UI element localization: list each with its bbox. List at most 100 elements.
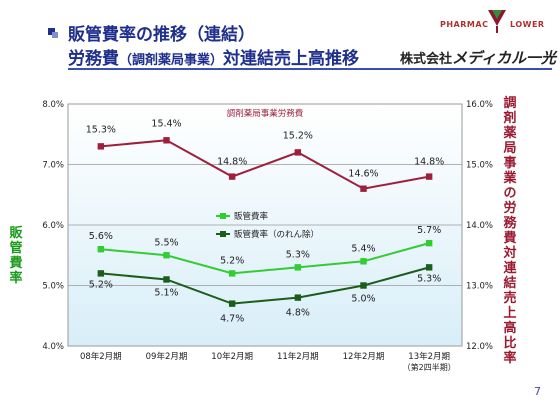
right-axis-label-char: の xyxy=(503,186,517,201)
legend-swatch-marker xyxy=(220,231,226,237)
right-tick-label: 12.0% xyxy=(466,342,493,352)
right-tick-label: 16.0% xyxy=(466,100,493,110)
company-name: 株式会社メディカル一光 xyxy=(400,47,556,68)
data-point xyxy=(228,270,236,277)
right-tick-label: 14.0% xyxy=(466,221,493,231)
data-point xyxy=(97,246,105,253)
left-tick-label: 6.0% xyxy=(42,221,64,231)
left-tick-label: 8.0% xyxy=(42,100,64,110)
data-point xyxy=(360,282,367,289)
title-underline xyxy=(68,68,552,70)
subtitle-part-small: （調剤薬局事業） xyxy=(119,53,224,68)
data-label: 5.3% xyxy=(417,273,441,284)
right-axis-label-char: 業 xyxy=(503,171,517,186)
x-tick-label: 10年2月期 xyxy=(211,351,253,362)
left-axis-label-char: 管 xyxy=(9,241,23,256)
left-axis-label: 販管費率 xyxy=(8,226,24,286)
x-tick-label: 12年2月期 xyxy=(343,351,385,362)
right-axis-label-char: 対 xyxy=(503,246,517,261)
right-axis-label-char: 売 xyxy=(503,291,517,306)
data-label: 4.8% xyxy=(286,308,310,319)
right-axis-label-char: 局 xyxy=(503,141,517,156)
x-tick-label: 09年2月期 xyxy=(146,351,188,362)
right-axis-label-char: 労 xyxy=(503,201,517,216)
slide-title: 販管費率の推移（連結） xyxy=(68,25,255,45)
company-brand: メディカル一光 xyxy=(452,49,556,67)
left-tick-label: 7.0% xyxy=(42,161,64,171)
legend-swatch-marker xyxy=(220,213,226,219)
data-label: 5.2% xyxy=(220,255,244,266)
right-axis-label-char: 連 xyxy=(503,261,517,276)
data-point xyxy=(360,258,367,265)
data-point xyxy=(228,300,236,307)
x-tick-label: 13年2月期 xyxy=(408,351,450,362)
data-label: 5.2% xyxy=(89,279,113,290)
data-label: 5.0% xyxy=(351,294,375,305)
legend-label: 販管費率 xyxy=(234,211,269,222)
right-axis-label-char: 事 xyxy=(503,156,517,171)
series-line xyxy=(100,242,430,275)
legend-label: 販管費率（のれん除） xyxy=(234,229,319,240)
x-tick-label: 11年2月期 xyxy=(277,351,319,362)
right-axis-label-char: 費 xyxy=(503,231,517,246)
slide-subtitle: 労務費（調剤薬局事業）対連結売上高推移 xyxy=(68,44,359,69)
data-label: 15.4% xyxy=(151,118,181,129)
data-label: 15.3% xyxy=(86,124,116,135)
data-point xyxy=(294,264,302,271)
data-label: 5.7% xyxy=(417,225,441,236)
legend-label: 調剤薬局事業労務費 xyxy=(227,108,304,119)
data-label: 5.4% xyxy=(351,243,375,254)
data-label: 5.3% xyxy=(286,249,310,260)
left-axis-label-char: 率 xyxy=(9,271,23,286)
right-axis-label-char: 高 xyxy=(503,321,517,336)
data-label: 14.6% xyxy=(348,169,378,180)
data-point xyxy=(425,239,433,247)
left-tick-label: 4.0% xyxy=(42,342,64,352)
right-axis-label-char: 務 xyxy=(503,216,517,231)
right-axis-label-char: 上 xyxy=(503,306,517,321)
right-axis-label-char: 剤 xyxy=(503,111,517,126)
right-axis-label: 調剤薬局事業の労務費対連結売上高比率 xyxy=(502,96,518,366)
right-axis-label-char: 率 xyxy=(503,351,517,366)
title-bullet-icon xyxy=(48,28,58,38)
company-prefix: 株式会社 xyxy=(400,52,453,67)
data-point xyxy=(360,185,367,192)
right-tick-label: 15.0% xyxy=(466,161,493,171)
series-line xyxy=(100,139,430,190)
subtitle-part-a: 労務費 xyxy=(68,49,119,69)
data-point xyxy=(163,276,170,283)
data-point xyxy=(97,143,105,150)
slide-header: 販管費率の推移（連結） 労務費（調剤薬局事業）対連結売上高推移 株式会社メディカ… xyxy=(0,0,560,80)
data-point xyxy=(163,137,170,144)
left-axis-label-char: 費 xyxy=(9,256,23,271)
data-point xyxy=(294,149,302,156)
series-line xyxy=(100,266,430,305)
data-point xyxy=(228,173,236,180)
company-logo: PHARMAC LOWER xyxy=(440,6,555,40)
right-tick-label: 13.0% xyxy=(466,282,493,292)
page-number: 7 xyxy=(534,385,541,398)
data-point xyxy=(425,264,433,271)
subtitle-part-b: 対連結売上高推移 xyxy=(223,49,360,69)
data-label: 5.1% xyxy=(154,287,178,298)
left-axis-label-char: 販 xyxy=(9,226,23,241)
data-label: 14.8% xyxy=(217,157,247,168)
data-label: 5.5% xyxy=(154,237,178,248)
data-point xyxy=(294,294,302,301)
logo-text-left: PHARMAC xyxy=(440,20,489,29)
data-point xyxy=(425,173,433,180)
right-axis-label-char: 比 xyxy=(503,336,517,351)
logo-text-right: LOWER xyxy=(510,20,545,29)
plot-area: 4.0% 12.0% 5.0% 13.0% 6.0% 14.0% 7.0% 15.0% 8.0%… xyxy=(42,100,493,372)
right-axis-label-char: 薬 xyxy=(503,126,517,141)
x-tick-label: 08年2月期 xyxy=(80,351,122,362)
data-point xyxy=(97,270,105,277)
flower-logo-icon xyxy=(488,10,506,33)
left-tick-label: 5.0% xyxy=(42,282,64,292)
data-label: 14.8% xyxy=(414,157,444,168)
data-point xyxy=(163,252,170,259)
x-tick-sublabel: （第2四半期） xyxy=(403,362,456,372)
right-axis-label-char: 結 xyxy=(503,276,517,291)
data-label: 15.2% xyxy=(283,130,313,141)
